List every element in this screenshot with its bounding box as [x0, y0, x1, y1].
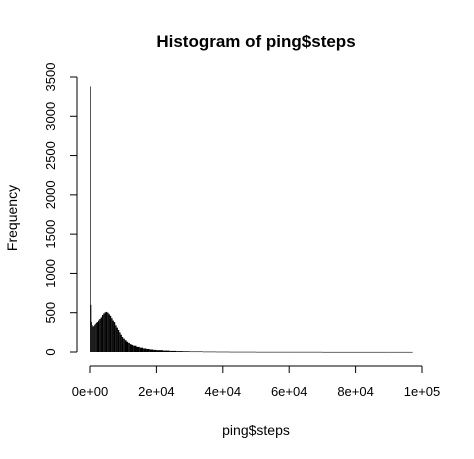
histogram-bar	[176, 351, 183, 352]
histogram-bar	[156, 350, 164, 352]
y-tick-label: 1000	[43, 259, 58, 288]
histogram-bar	[128, 342, 130, 352]
histogram-bar	[256, 351, 273, 353]
histogram-bar	[116, 327, 118, 352]
histogram-bar	[124, 340, 127, 352]
histogram-bar	[99, 319, 101, 352]
x-tick-label: 1e+05	[404, 384, 441, 399]
histogram-bar	[90, 304, 92, 352]
y-tick-label: 0	[43, 348, 58, 355]
histogram-bar	[216, 351, 230, 353]
histogram-bar	[131, 344, 134, 352]
histogram-bar	[146, 349, 150, 352]
x-tick-label: 8e+04	[337, 384, 374, 399]
histogram-bar	[182, 351, 190, 352]
histogram-bar	[90, 86, 91, 352]
x-tick-label: 4e+04	[205, 384, 242, 399]
histogram-bar	[117, 330, 120, 352]
histogram-bar	[94, 324, 96, 352]
histogram-bar	[189, 351, 203, 353]
y-axis-ticks: 0 500 1000 1500 2000 2500 3000 3500	[43, 63, 77, 356]
chart-title: Histogram of ping$steps	[156, 32, 355, 51]
y-tick-label: 500	[43, 302, 58, 324]
histogram-bar	[129, 344, 132, 352]
histogram-bar	[153, 349, 157, 352]
histogram-bar	[355, 351, 389, 353]
histogram-bar	[139, 347, 144, 352]
histogram-bar	[93, 326, 94, 352]
histogram-bar	[229, 351, 243, 353]
histogram-bar	[112, 320, 114, 352]
histogram-bar	[133, 345, 137, 352]
y-tick-label: 1500	[43, 220, 58, 249]
x-axis-ticks: 0e+00 2e+04 4e+04 6e+04 8e+04 1e+05	[72, 366, 441, 399]
histogram-bar	[96, 322, 98, 352]
histogram-bar	[104, 312, 106, 352]
histogram-bar	[202, 351, 217, 353]
histogram-bar	[412, 351, 413, 353]
histogram-bar	[95, 323, 96, 352]
y-tick-label: 3500	[43, 63, 58, 92]
x-axis-label: ping$steps	[222, 422, 290, 438]
histogram-bar	[95, 322, 97, 352]
y-tick-label: 2000	[43, 180, 58, 209]
histogram-bar	[111, 318, 113, 352]
histogram-bar	[169, 350, 177, 352]
histogram-bar	[119, 332, 121, 352]
x-tick-label: 6e+04	[271, 384, 308, 399]
histogram-bar	[91, 325, 93, 352]
histogram-bar	[126, 341, 129, 352]
histogram-bar	[108, 314, 110, 352]
histogram-bar	[289, 351, 323, 353]
histogram-bar	[120, 334, 122, 352]
x-tick-label: 0e+00	[72, 384, 109, 399]
histogram-bar	[136, 346, 140, 352]
histogram-bar	[109, 315, 112, 352]
histogram-bar	[121, 337, 124, 352]
histogram-bar	[100, 317, 102, 352]
histogram-bar	[163, 350, 170, 352]
y-tick-label: 3000	[43, 102, 58, 131]
histogram-bar	[149, 349, 154, 352]
histogram-bar	[322, 351, 356, 353]
histogram-bar	[91, 322, 92, 352]
histogram-bar	[113, 322, 116, 352]
y-tick-label: 2500	[43, 141, 58, 170]
histogram-bar	[143, 348, 147, 352]
histogram-bar	[105, 311, 108, 352]
histogram-bar	[92, 326, 94, 352]
histogram-bars	[90, 86, 413, 353]
histogram-bar	[107, 312, 109, 352]
x-tick-label: 2e+04	[138, 384, 175, 399]
histogram-bar	[242, 351, 256, 353]
histogram-bar	[123, 338, 125, 352]
histogram-bar	[97, 320, 100, 352]
histogram-bar	[388, 351, 413, 353]
histogram-bar	[272, 351, 290, 353]
histogram-bar	[115, 325, 117, 352]
histogram-bar	[93, 325, 95, 352]
histogram-bar	[101, 315, 104, 352]
histogram-bar	[103, 313, 105, 352]
y-axis-label: Frequency	[4, 185, 20, 251]
